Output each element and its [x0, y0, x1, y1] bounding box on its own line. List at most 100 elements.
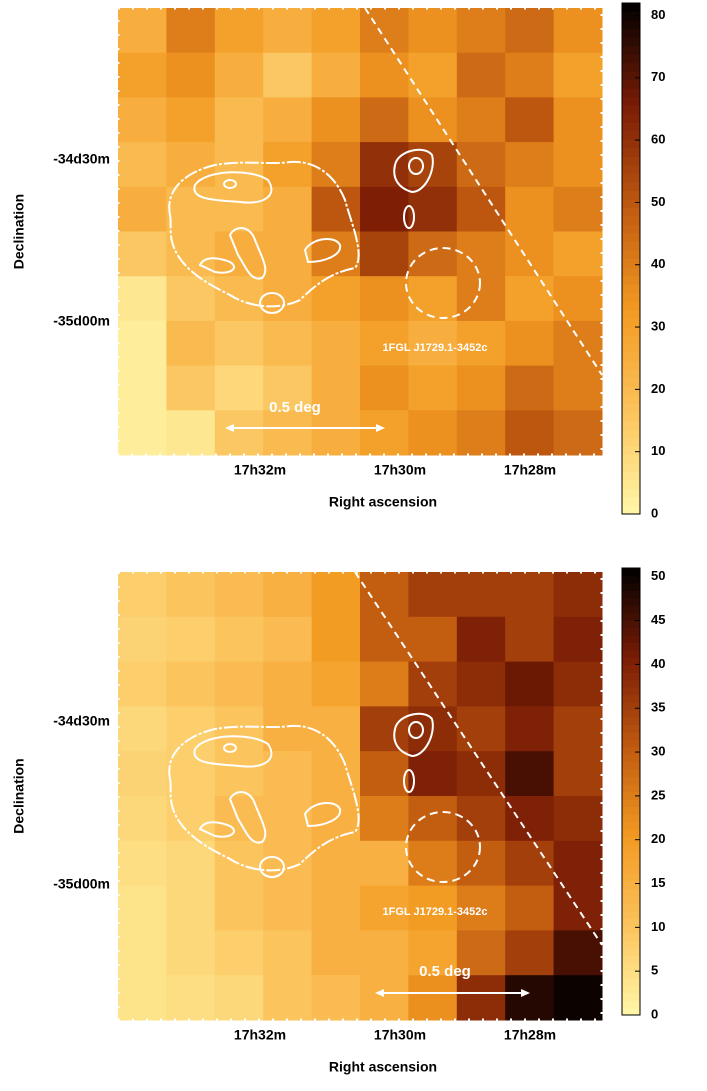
- heat-cell: [166, 97, 216, 143]
- colorbar-segment: [622, 207, 640, 217]
- heat-cell: [214, 930, 264, 976]
- colorbar-segment: [622, 198, 640, 208]
- heat-cell: [214, 320, 264, 367]
- heat-cell: [456, 186, 506, 232]
- heat-cell: [311, 706, 361, 752]
- colorbar-tick-label: 0: [651, 505, 658, 520]
- heat-cell: [505, 142, 555, 188]
- heat-cell: [553, 97, 603, 143]
- colorbar-segment: [622, 664, 640, 673]
- heat-cell: [311, 52, 361, 98]
- heat-cell: [118, 930, 167, 976]
- x-tick-label: 17h30m: [374, 462, 426, 478]
- colorbar-segment: [622, 284, 640, 294]
- heat-cell: [311, 572, 361, 618]
- colorbar-segment: [622, 947, 640, 956]
- colorbar-segment: [622, 428, 640, 438]
- heat-cell: [166, 231, 216, 277]
- colorbar-segment: [622, 156, 640, 166]
- heat-cell: [360, 616, 409, 663]
- heat-cell: [408, 840, 458, 887]
- heat-cell: [166, 572, 216, 618]
- colorbar-segment: [622, 962, 640, 971]
- colorbar-segment: [622, 970, 640, 979]
- heat-cell: [505, 885, 555, 931]
- colorbar-segment: [622, 130, 640, 140]
- heat-cell: [456, 276, 506, 322]
- heat-cell: [263, 231, 313, 277]
- heat-cell: [505, 186, 555, 232]
- colorbar-segment: [622, 642, 640, 651]
- heat-cell: [360, 8, 409, 54]
- heat-cell: [553, 186, 603, 232]
- heat-cell: [553, 572, 603, 618]
- colorbar-segment: [622, 20, 640, 30]
- heat-cell: [456, 365, 506, 411]
- heat-cell: [456, 8, 506, 54]
- heat-cell: [553, 796, 603, 842]
- heat-cell: [505, 572, 555, 618]
- colorbar-segment: [622, 903, 640, 912]
- colorbar-tick-label: 40: [651, 656, 665, 671]
- heat-cell: [214, 365, 264, 411]
- heat-cell: [408, 661, 458, 707]
- colorbar-segment: [622, 105, 640, 115]
- heat-cell: [408, 410, 458, 456]
- colorbar-segment: [622, 275, 640, 285]
- colorbar-segment: [622, 352, 640, 362]
- heat-cell: [505, 97, 555, 143]
- heat-cell: [263, 365, 313, 411]
- colorbar-segment: [622, 687, 640, 696]
- heat-cell: [118, 97, 167, 143]
- colorbar-tick-label: 40: [651, 256, 665, 271]
- colorbar-tick-label: 25: [651, 787, 665, 802]
- heat-cell: [263, 661, 313, 707]
- colorbar-segment: [622, 798, 640, 807]
- y-tick-label: -35d00m: [53, 876, 110, 892]
- colorbar-tick-label: 80: [651, 7, 665, 22]
- heat-cell: [166, 661, 216, 707]
- heat-cell: [553, 616, 603, 663]
- heat-cell: [505, 616, 555, 663]
- heat-cell: [118, 796, 167, 842]
- heat-cell: [360, 751, 409, 797]
- colorbar-segment: [622, 866, 640, 874]
- colorbar-tick-label: 20: [651, 831, 665, 846]
- heat-cell: [505, 8, 555, 54]
- heat-cell: [360, 97, 409, 143]
- colorbar-segment: [622, 620, 640, 629]
- heat-cell: [166, 365, 216, 411]
- heat-cell: [360, 52, 409, 98]
- heat-cell: [505, 276, 555, 322]
- heat-cell: [456, 572, 506, 618]
- heat-cell: [505, 661, 555, 707]
- colorbar-segment: [622, 568, 640, 576]
- colorbar-segment: [622, 267, 640, 277]
- colorbar-segment: [622, 224, 640, 234]
- heat-cell: [214, 796, 264, 842]
- heat-cell: [214, 52, 264, 98]
- heat-cell: [360, 186, 409, 232]
- heat-cell: [263, 930, 313, 976]
- heat-cell: [553, 975, 603, 1021]
- colorbar-segment: [622, 754, 640, 763]
- colorbar-frame: [621, 567, 641, 1016]
- colorbar-segment: [622, 386, 640, 396]
- heat-cell: [553, 276, 603, 322]
- heat-cell: [263, 276, 313, 322]
- colorbar-segment: [622, 776, 640, 785]
- heat-cell: [456, 320, 506, 367]
- colorbar-segment: [622, 420, 640, 430]
- colorbar-segment: [622, 360, 640, 370]
- colorbar-segment: [622, 11, 640, 21]
- colorbar-segment: [622, 318, 640, 328]
- colorbar-segment: [622, 96, 640, 106]
- colorbar-segment: [622, 54, 640, 64]
- heat-cell: [456, 975, 506, 1021]
- heat-cell: [408, 8, 458, 54]
- colorbar-segment: [622, 679, 640, 688]
- heat-cell: [263, 975, 313, 1021]
- heat-cell: [553, 8, 603, 54]
- heat-cell: [311, 365, 361, 411]
- source-label: 1FGL J1729.1-3452c: [383, 906, 488, 918]
